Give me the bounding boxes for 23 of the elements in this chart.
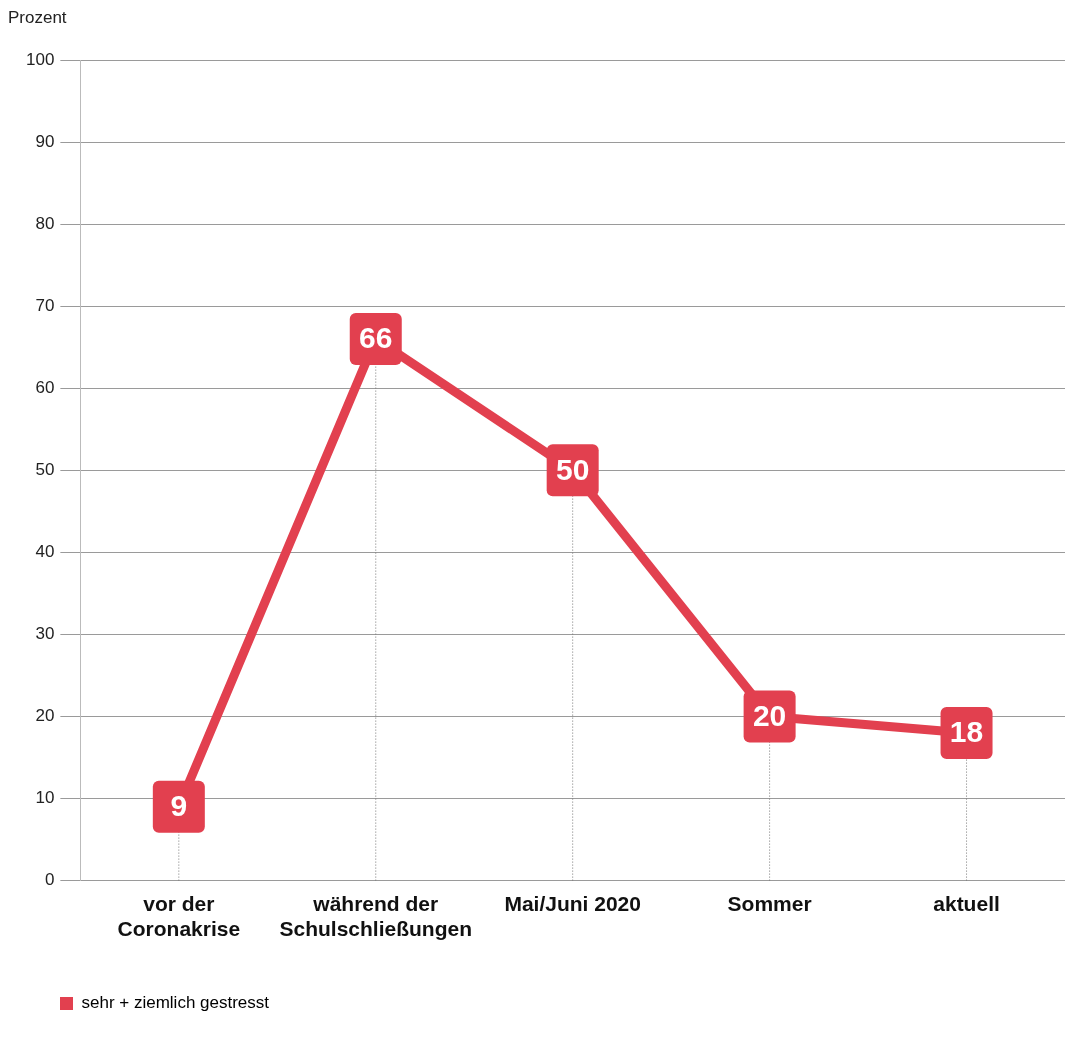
y-tick-label: 60 bbox=[35, 377, 55, 397]
data-label: 50 bbox=[555, 452, 590, 486]
y-tick-label: 80 bbox=[35, 213, 55, 233]
y-tick-label: 70 bbox=[35, 295, 55, 315]
legend-label: sehr + ziemlich gestresst bbox=[81, 993, 270, 1013]
x-tick-label: während der Schulschließungen bbox=[279, 892, 473, 941]
data-label: 18 bbox=[949, 715, 984, 749]
y-tick-label: 50 bbox=[35, 459, 55, 479]
data-label: 20 bbox=[752, 698, 787, 732]
data-label: 66 bbox=[359, 321, 393, 355]
x-tick-label: Sommer bbox=[727, 892, 812, 915]
x-tick-label: Mai/Juni 2020 bbox=[504, 892, 641, 915]
x-tick-label: aktuell bbox=[933, 892, 1000, 915]
y-tick-label: 0 bbox=[44, 870, 55, 890]
y-tick-label: 20 bbox=[35, 706, 55, 726]
data-label: 9 bbox=[170, 789, 188, 823]
y-tick-label: 10 bbox=[35, 788, 55, 808]
y-axis-title: Prozent bbox=[8, 8, 67, 28]
x-tick-label: vor der Coronakrise bbox=[117, 892, 241, 941]
y-tick-label: 30 bbox=[35, 624, 55, 644]
y-tick-label: 100 bbox=[25, 49, 55, 69]
y-tick-label: 40 bbox=[35, 542, 55, 562]
y-tick-label: 90 bbox=[35, 131, 55, 151]
